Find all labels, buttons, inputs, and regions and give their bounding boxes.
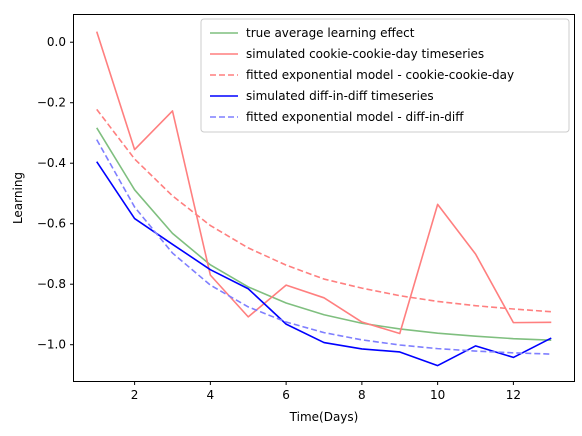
x-tick-label: 4 — [207, 388, 215, 402]
plot-area-frame — [73, 14, 575, 382]
y-tick-label: −0.2 — [37, 96, 66, 110]
legend-label-simulated-diff-in-diff-timeseries: simulated diff-in-diff timeseries — [246, 89, 434, 103]
plot-series — [95, 31, 552, 367]
y-tick-label: −0.8 — [37, 277, 66, 291]
legend-box — [200, 18, 570, 133]
series-line-simulated-cookie-cookie-day-timeseries — [95, 31, 552, 335]
series-line-simulated-diff-in-diff-timeseries — [96, 161, 552, 367]
x-tick-label: 6 — [282, 388, 290, 402]
x-tick-label: 12 — [506, 388, 521, 402]
series-line-true-average-learning-effect — [96, 127, 552, 341]
x-axis-label: Time(Days) — [289, 410, 359, 424]
x-tick-label: 2 — [131, 388, 139, 402]
legend-label-fitted-exponential-model-cookie-cookie-day: fitted exponential model - cookie-cookie… — [246, 68, 514, 82]
y-tick-label: −1.0 — [37, 338, 66, 352]
y-tick-label: −0.6 — [37, 217, 66, 231]
legend-label-true-average-learning-effect: true average learning effect — [246, 26, 415, 40]
y-tick-label: 0.0 — [47, 35, 66, 49]
legend-label-simulated-cookie-cookie-day-timeseries: simulated cookie-cookie-day timeseries — [246, 47, 484, 61]
y-tick-label: −0.4 — [37, 156, 66, 170]
legend: true average learning effect simulated co… — [200, 18, 570, 133]
y-axis-ticks: 0.0 −0.2 −0.4 −0.6 −0.8 −1.0 — [37, 35, 74, 352]
series-line-fitted-exponential-model-diff-in-diff — [96, 139, 552, 355]
y-axis-label: Learning — [11, 172, 25, 224]
x-axis-ticks: 2 4 6 8 10 12 — [131, 381, 521, 402]
x-tick-label: 10 — [430, 388, 445, 402]
legend-label-fitted-exponential-model-diff-in-diff: fitted exponential model - diff-in-diff — [246, 110, 464, 124]
x-tick-label: 8 — [358, 388, 366, 402]
series-line-fitted-exponential-model-cookie-cookie-day — [96, 108, 552, 313]
